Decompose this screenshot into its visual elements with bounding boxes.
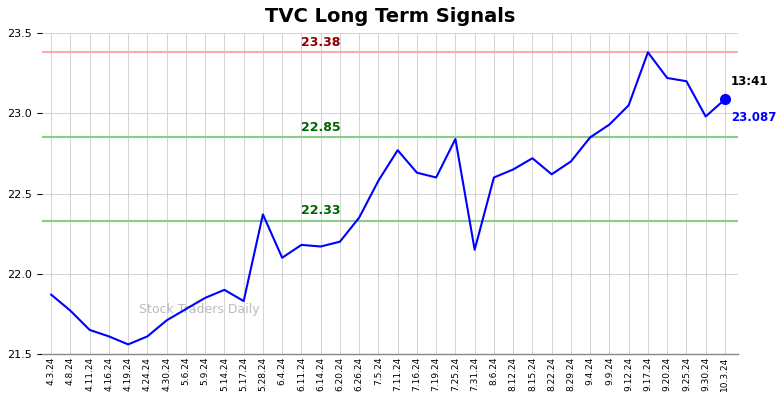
Text: 13:41: 13:41 xyxy=(731,75,768,88)
Text: 23.087: 23.087 xyxy=(731,111,776,123)
Text: 23.38: 23.38 xyxy=(301,36,340,49)
Text: Stock Traders Daily: Stock Traders Daily xyxy=(139,302,260,316)
Text: 22.33: 22.33 xyxy=(301,205,340,217)
Text: 22.85: 22.85 xyxy=(301,121,340,134)
Title: TVC Long Term Signals: TVC Long Term Signals xyxy=(265,7,515,26)
